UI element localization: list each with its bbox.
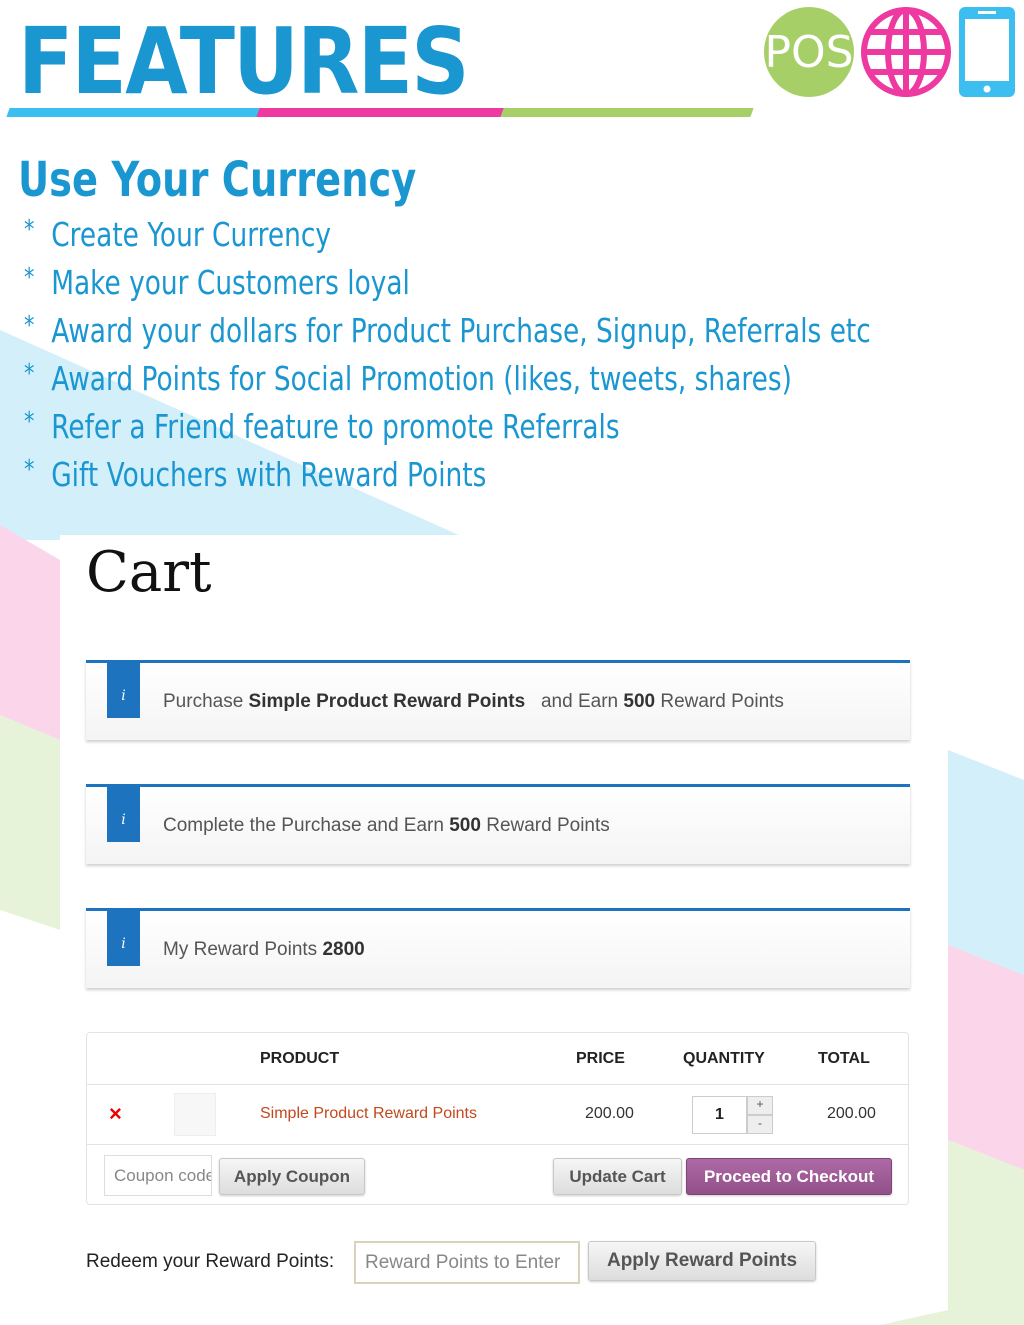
quantity-increase-button[interactable]: + bbox=[747, 1096, 773, 1115]
item-total: 200.00 bbox=[827, 1105, 876, 1122]
column-header-product: PRODUCT bbox=[260, 1050, 340, 1067]
apply-reward-points-button[interactable]: Apply Reward Points bbox=[588, 1241, 816, 1281]
apply-coupon-button[interactable]: Apply Coupon bbox=[219, 1158, 365, 1195]
page-title: FEATURES bbox=[18, 8, 470, 115]
feature-item: * Award your dollars for Product Purchase… bbox=[24, 311, 871, 350]
redeem-label: Redeem your Reward Points: bbox=[86, 1251, 335, 1272]
stripe-pink bbox=[256, 108, 505, 117]
product-thumbnail[interactable] bbox=[174, 1093, 216, 1136]
mobile-phone-icon bbox=[959, 7, 1015, 97]
feature-list: * Create Your Currency * Make your Custome… bbox=[24, 215, 1024, 503]
table-row: × Simple Product Reward Points 200.00 1 … bbox=[87, 1084, 908, 1145]
feature-item: * Refer a Friend feature to promote Refer… bbox=[24, 407, 620, 446]
feature-item: * Gift Vouchers with Reward Points bbox=[24, 455, 487, 494]
column-header-total: TOTAL bbox=[818, 1050, 870, 1067]
coupon-code-input[interactable]: Coupon code bbox=[104, 1155, 212, 1196]
update-cart-button[interactable]: Update Cart bbox=[553, 1158, 682, 1195]
info-message: i My Reward Points 2800 bbox=[86, 908, 910, 988]
item-price: 200.00 bbox=[585, 1105, 634, 1122]
stripe-blue bbox=[6, 108, 262, 117]
quantity-input[interactable]: 1 bbox=[692, 1096, 747, 1134]
cart-table: PRODUCT PRICE QUANTITY TOTAL × Simple Pr… bbox=[86, 1032, 909, 1205]
section-heading: Use Your Currency bbox=[18, 152, 417, 208]
info-icon: i bbox=[107, 787, 140, 842]
info-icon: i bbox=[107, 663, 140, 718]
info-message: i Purchase Simple Product Reward Points … bbox=[86, 660, 910, 740]
cart-title: Cart bbox=[86, 540, 212, 605]
proceed-to-checkout-button[interactable]: Proceed to Checkout bbox=[686, 1158, 892, 1195]
feature-item: * Award Points for Social Promotion (like… bbox=[24, 359, 792, 398]
globe-icon bbox=[861, 7, 951, 97]
remove-item-button[interactable]: × bbox=[109, 1101, 122, 1126]
quantity-decrease-button[interactable]: - bbox=[747, 1115, 773, 1134]
reward-points-input[interactable]: Reward Points to Enter bbox=[354, 1241, 580, 1284]
feature-item: * Make your Customers loyal bbox=[24, 263, 410, 302]
stripe-green bbox=[500, 108, 754, 117]
column-header-price: PRICE bbox=[576, 1050, 625, 1067]
product-link[interactable]: Simple Product Reward Points bbox=[260, 1105, 477, 1122]
pos-icon: POS bbox=[764, 7, 854, 97]
feature-item: * Create Your Currency bbox=[24, 215, 332, 254]
column-header-quantity: QUANTITY bbox=[683, 1050, 765, 1067]
info-icon: i bbox=[107, 911, 140, 966]
info-message: i Complete the Purchase and Earn 500 Rew… bbox=[86, 784, 910, 864]
